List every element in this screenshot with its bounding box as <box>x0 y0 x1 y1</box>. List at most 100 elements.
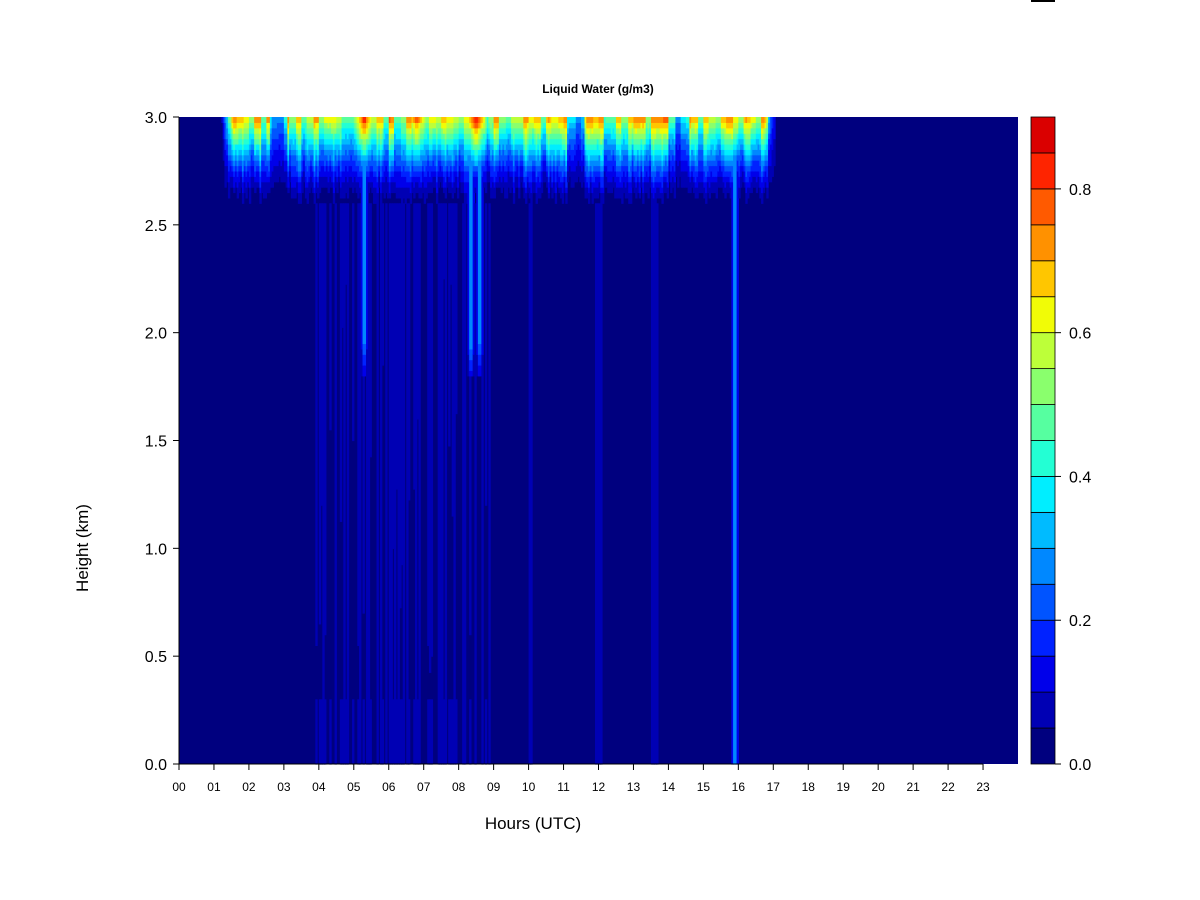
heatmap-cell <box>290 117 294 123</box>
heatmap-cell <box>317 176 320 183</box>
heatmap-cell <box>346 143 350 156</box>
heatmap-cell <box>264 181 267 199</box>
heatmap-cell <box>488 160 491 167</box>
heatmap-cell <box>769 165 773 183</box>
heatmap-cell <box>502 138 505 145</box>
heatmap-cell <box>310 127 313 134</box>
heatmap-cell <box>296 143 299 150</box>
heatmap-cell <box>268 181 271 194</box>
heatmap-cell <box>497 170 500 183</box>
heatmap-cell <box>649 122 652 129</box>
heatmap-cell <box>572 122 575 129</box>
heatmap-cell <box>409 117 413 123</box>
heatmap-cell <box>432 154 435 161</box>
heatmap-cell <box>729 165 732 172</box>
heatmap-cell <box>532 127 535 134</box>
heatmap-cell <box>761 138 764 145</box>
heatmap-cell <box>567 143 570 150</box>
heatmap-cell <box>706 149 710 156</box>
heatmap-cell <box>364 160 367 345</box>
heatmap-cell <box>287 160 290 167</box>
heatmap-cell <box>425 122 428 129</box>
heatmap-cell <box>577 143 580 161</box>
heatmap-cell <box>469 143 472 150</box>
heatmap-cell <box>257 138 261 145</box>
heatmap-cell <box>619 187 622 199</box>
heatmap-cell <box>338 122 341 129</box>
heatmap-cell <box>603 165 607 172</box>
heatmap-cell <box>434 143 437 150</box>
heatmap-cell <box>252 149 255 161</box>
heatmap-cell <box>650 181 654 194</box>
heatmap-cell <box>710 181 713 194</box>
heatmap-cell <box>703 138 706 145</box>
heatmap-cell <box>491 181 495 199</box>
heatmap-cell <box>684 149 687 161</box>
heatmap-cell <box>296 117 299 123</box>
y-tick-label: 1.0 <box>145 541 167 558</box>
heatmap-cell <box>551 149 554 161</box>
heatmap-cell <box>421 170 425 183</box>
heatmap-cell <box>488 127 491 134</box>
heatmap-cell <box>621 149 624 161</box>
heatmap-cell <box>715 176 718 183</box>
heatmap-cell <box>331 138 334 145</box>
heatmap-cell <box>320 176 323 188</box>
heatmap-cell <box>451 143 455 150</box>
heatmap-cell <box>381 149 385 156</box>
heatmap-cell <box>642 149 645 156</box>
heatmap-cell <box>353 154 357 161</box>
heatmap-cell <box>441 122 444 129</box>
heatmap-cell <box>561 133 565 140</box>
heatmap-cell <box>430 160 434 167</box>
heatmap-cell <box>647 160 650 167</box>
heatmap-cell <box>406 187 409 199</box>
heatmap-cell <box>362 375 365 614</box>
heatmap-cell <box>638 138 642 145</box>
heatmap-cell <box>376 154 379 161</box>
heatmap-cell <box>699 160 703 172</box>
heatmap-cell <box>355 117 358 123</box>
heatmap-cell <box>383 154 386 161</box>
heatmap-cell <box>413 133 416 140</box>
heatmap-cell <box>469 370 472 377</box>
heatmap-cell <box>689 181 692 194</box>
heatmap-cell <box>460 133 463 140</box>
heatmap-cell <box>584 187 587 199</box>
heatmap-cell <box>425 176 428 188</box>
heatmap-cell <box>297 154 301 161</box>
heatmap-cell <box>619 160 622 167</box>
heatmap-cell <box>470 348 474 361</box>
heatmap-cell <box>629 165 633 177</box>
heatmap-cell <box>407 181 411 188</box>
heatmap-cell <box>540 181 544 194</box>
heatmap-cell <box>504 149 507 156</box>
heatmap-cell <box>602 160 605 167</box>
heatmap-cell <box>696 187 699 199</box>
heatmap-cell <box>329 122 332 129</box>
heatmap-cell <box>512 170 516 183</box>
heatmap-cell <box>741 122 745 129</box>
heatmap-cell <box>542 154 545 161</box>
heatmap-cell <box>481 149 484 156</box>
heatmap-cell <box>652 133 656 140</box>
heatmap-cell <box>413 699 416 765</box>
heatmap-cell <box>654 143 657 150</box>
heatmap-cell <box>292 187 295 199</box>
heatmap-cell <box>535 133 538 140</box>
heatmap-cell <box>460 181 463 194</box>
heatmap-cell <box>411 160 414 167</box>
heatmap-cell <box>484 133 488 140</box>
heatmap-cell <box>313 117 316 123</box>
heatmap-cell <box>586 160 589 167</box>
heatmap-cell <box>656 165 659 172</box>
heatmap-cell <box>418 165 421 172</box>
heatmap-cell <box>381 160 385 167</box>
heatmap-cell <box>329 117 332 123</box>
heatmap-cell <box>633 133 636 140</box>
heatmap-cell <box>332 122 336 129</box>
heatmap-cell <box>331 117 334 123</box>
heatmap-cell <box>591 192 594 204</box>
heatmap-cell <box>579 122 582 140</box>
heatmap-cell <box>762 138 766 145</box>
